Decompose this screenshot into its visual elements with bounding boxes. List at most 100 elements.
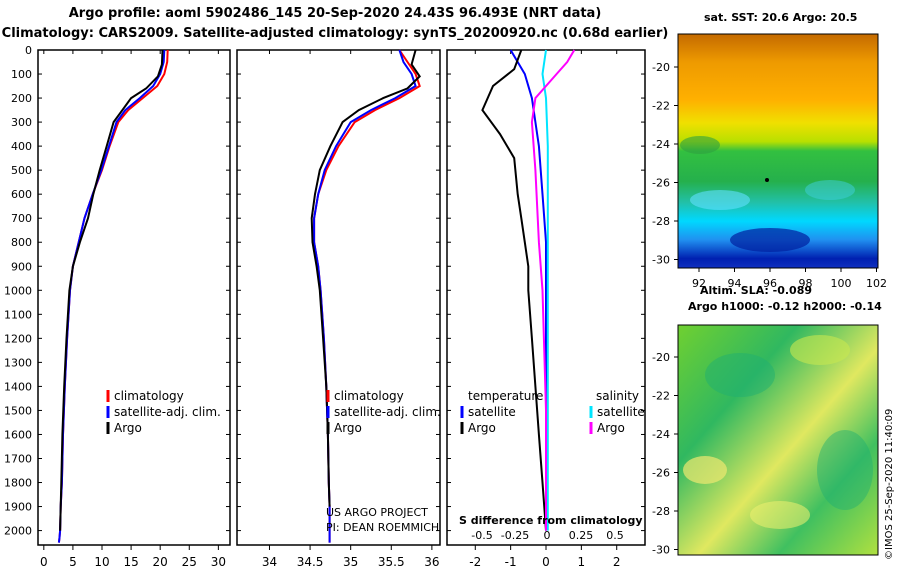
sla-patch xyxy=(750,501,810,529)
y-tick-label: 1500 xyxy=(4,404,32,417)
x-tick-label: 10 xyxy=(94,555,109,569)
map-y-tick-label: -26 xyxy=(652,467,670,480)
legend-temperature-header: temperature xyxy=(468,389,543,403)
map-y-tick-label: -20 xyxy=(652,61,670,74)
series-line xyxy=(530,49,576,531)
sst-patch xyxy=(680,136,720,154)
map-y-tick-label: -28 xyxy=(652,505,670,518)
y-tick-label: 1100 xyxy=(4,308,32,321)
credit-project: US ARGO PROJECT xyxy=(326,506,428,519)
plot-frame xyxy=(236,49,441,546)
s-tick: 0 xyxy=(544,529,551,542)
map-y-tick-label: -30 xyxy=(652,254,670,267)
y-tick-label: 300 xyxy=(11,116,32,129)
sla-axis-ticks: -20 -22 -24 -26 -28 -30 xyxy=(652,351,678,557)
map-y-tick-label: -24 xyxy=(652,138,670,151)
series-line xyxy=(509,49,547,531)
sst-axis-ticks: -20 -22 -24 -26 -28 -30 92 94 96 98 100 102 xyxy=(652,61,887,290)
sst-map-title: sat. SST: 20.6 Argo: 20.5 xyxy=(704,11,858,24)
sla-map-title-1: Altim. SLA: -0.089 xyxy=(700,284,813,297)
series-line xyxy=(59,49,164,531)
x-tick-label: 36 xyxy=(424,555,439,569)
sst-map: -20 -22 -24 -26 -28 -30 92 94 96 98 100 102 xyxy=(652,33,887,290)
imos-credit: ©IMOS 25-Sep-2020 11:40:09 xyxy=(884,408,895,560)
x-tick-label: -1 xyxy=(505,555,517,569)
temperature-panel: 0 5 10 15 20 25 300100200300400500600700800900… xyxy=(4,44,231,569)
map-x-tick-label: 92 xyxy=(692,277,706,290)
series-line xyxy=(57,49,166,543)
sla-map-title-2: Argo h1000: -0.12 h2000: -0.14 xyxy=(688,300,882,313)
legend-climatology: climatology xyxy=(334,389,404,403)
map-x-tick-label: 94 xyxy=(728,277,742,290)
y-tick-label: 1000 xyxy=(4,284,32,297)
title-line-2: Climatology: CARS2009. Satellite-adjuste… xyxy=(1,26,669,41)
y-tick-label: 2000 xyxy=(4,525,32,538)
y-tick-label: 1600 xyxy=(4,428,32,441)
temperature-legend: climatology satellite-adj. clim. Argo xyxy=(106,389,221,435)
y-tick-label: 400 xyxy=(11,140,32,153)
y-tick-label: 500 xyxy=(11,164,32,177)
legend-argo: Argo xyxy=(334,421,362,435)
map-x-tick-label: 98 xyxy=(799,277,813,290)
sla-patch xyxy=(683,456,727,484)
y-tick-label: 600 xyxy=(11,188,32,201)
x-tick-label: 1 xyxy=(578,555,586,569)
sst-map-frame xyxy=(677,33,879,269)
map-y-tick-label: -22 xyxy=(652,390,670,403)
salinity-panel: 34 34.5 35 35.5 36 xyxy=(236,49,441,569)
sla-map-frame xyxy=(677,324,879,556)
y-tick-label: 1300 xyxy=(4,356,32,369)
credit-pi: PI: DEAN ROEMMICH xyxy=(326,521,439,534)
x-tick-label: 30 xyxy=(211,555,226,569)
series-line xyxy=(310,49,421,507)
x-tick-label: 35 xyxy=(343,555,358,569)
legend-sal-argo: Argo xyxy=(597,421,625,435)
x-tick-label: 0 xyxy=(542,555,550,569)
x-tick-label: 34 xyxy=(262,555,277,569)
y-tick-label: 1800 xyxy=(4,477,32,490)
legend-argo: Argo xyxy=(114,421,142,435)
sla-map: -20 -22 -24 -26 -28 -30 xyxy=(652,324,879,557)
map-y-tick-label: -26 xyxy=(652,177,670,190)
map-y-tick-label: -24 xyxy=(652,428,670,441)
series-line xyxy=(541,49,549,531)
legend-temp-argo: Argo xyxy=(468,421,496,435)
sla-patch xyxy=(817,430,873,510)
s-tick: -0.25 xyxy=(501,529,529,542)
y-tick-label: 700 xyxy=(11,212,32,225)
map-y-tick-label: -22 xyxy=(652,100,670,113)
legend-satellite: satellite-adj. clim. xyxy=(114,405,221,419)
salinity-legend: climatology satellite-adj. clim. Argo US… xyxy=(326,389,441,534)
argo-position-marker xyxy=(765,178,769,182)
difference-legend: temperature satellite Argo salinity sate… xyxy=(459,389,645,542)
x-tick-label: -2 xyxy=(469,555,481,569)
series-line xyxy=(313,49,421,543)
difference-panel: -2 -1 0 1 2 xyxy=(446,49,646,569)
legend-salinity-header: salinity xyxy=(596,389,639,403)
sst-patch xyxy=(690,190,750,210)
map-x-tick-label: 102 xyxy=(866,277,887,290)
s-tick: -0.5 xyxy=(471,529,492,542)
legend-satellite: satellite-adj. clim. xyxy=(334,405,441,419)
legend-climatology: climatology xyxy=(114,389,184,403)
s-tick: 0.5 xyxy=(606,529,624,542)
series-line xyxy=(481,49,547,531)
map-y-tick-label: -30 xyxy=(652,544,670,557)
plot-frame xyxy=(37,49,231,546)
sla-patch xyxy=(705,353,775,397)
y-tick-label: 1400 xyxy=(4,380,32,393)
y-tick-label: 200 xyxy=(11,92,32,105)
legend-sal-satellite: satellite xyxy=(597,405,645,419)
y-tick-label: 1900 xyxy=(4,501,32,514)
x-tick-label: 5 xyxy=(69,555,77,569)
map-x-tick-label: 100 xyxy=(831,277,852,290)
sla-patch xyxy=(790,335,850,365)
map-x-tick-label: 96 xyxy=(763,277,777,290)
y-tick-label: 900 xyxy=(11,260,32,273)
s-tick: 0.25 xyxy=(569,529,594,542)
y-tick-label: 800 xyxy=(11,236,32,249)
map-y-tick-label: -20 xyxy=(652,351,670,364)
x-tick-label: 25 xyxy=(182,555,197,569)
x-tick-label: 0 xyxy=(40,555,48,569)
y-tick-label: 1700 xyxy=(4,452,32,465)
